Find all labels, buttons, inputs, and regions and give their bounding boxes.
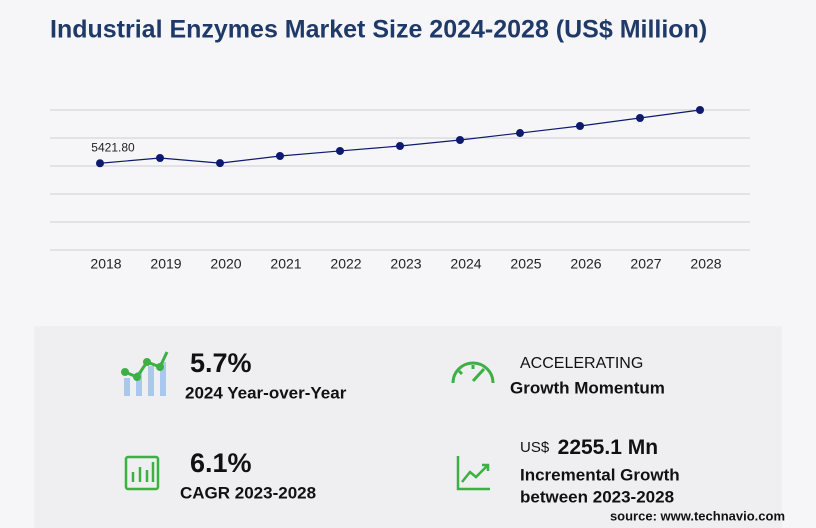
stat-value: ACCELERATING: [520, 355, 643, 372]
point: [276, 152, 284, 160]
stat-label: Growth Momentum: [510, 378, 665, 397]
stat-label: between 2023-2028: [520, 487, 674, 506]
x-tick-label: 2027: [630, 256, 661, 272]
source: source: www.technavio.com: [610, 508, 785, 523]
point: [216, 159, 224, 168]
x-tick-label: 2026: [570, 256, 601, 272]
x-tick-label: 2022: [330, 256, 361, 272]
stat-value: 6.1%: [190, 448, 252, 478]
point: [396, 142, 404, 150]
point: [696, 106, 704, 114]
x-tick-label: 2018: [90, 256, 121, 272]
stat-label: 2024 Year-over-Year: [185, 383, 347, 402]
point: [456, 136, 464, 144]
chart-title: Industrial Enzymes Market Size 2024-2028…: [50, 16, 707, 44]
x-tick-label: 2021: [270, 256, 301, 272]
point: [636, 114, 644, 122]
point: [96, 159, 104, 168]
x-tick-label: 2019: [150, 256, 181, 272]
point: [576, 122, 584, 130]
icon-bars: [124, 455, 160, 491]
point: [156, 154, 164, 162]
icon-growth: [121, 351, 169, 396]
stat-value: 5.7%: [190, 348, 252, 378]
point: [336, 146, 344, 155]
currency: US$: [520, 439, 550, 456]
icon-trend: [456, 456, 490, 491]
value-label: 5421.80: [91, 140, 135, 154]
plot: 2018 2019 2020 2021 2022 2023 2024 2025 2026 2027…: [50, 106, 750, 272]
x-tick-label: 2025: [510, 256, 541, 272]
icon-gauge: [451, 361, 495, 384]
amount: 2255.1 Mn: [558, 436, 658, 459]
x-tick-label: 2028: [690, 256, 721, 272]
stat-label: CAGR 2023-2028: [180, 483, 316, 502]
stat-label: Incremental Growth: [520, 465, 680, 484]
stat-value: US$ 2255.1 Mn: [520, 436, 658, 459]
stats-panel: [34, 326, 782, 528]
x-tick-label: 2020: [210, 256, 241, 272]
point: [516, 129, 524, 138]
x-tick-label: 2024: [450, 256, 481, 272]
x-tick-label: 2023: [390, 256, 421, 272]
